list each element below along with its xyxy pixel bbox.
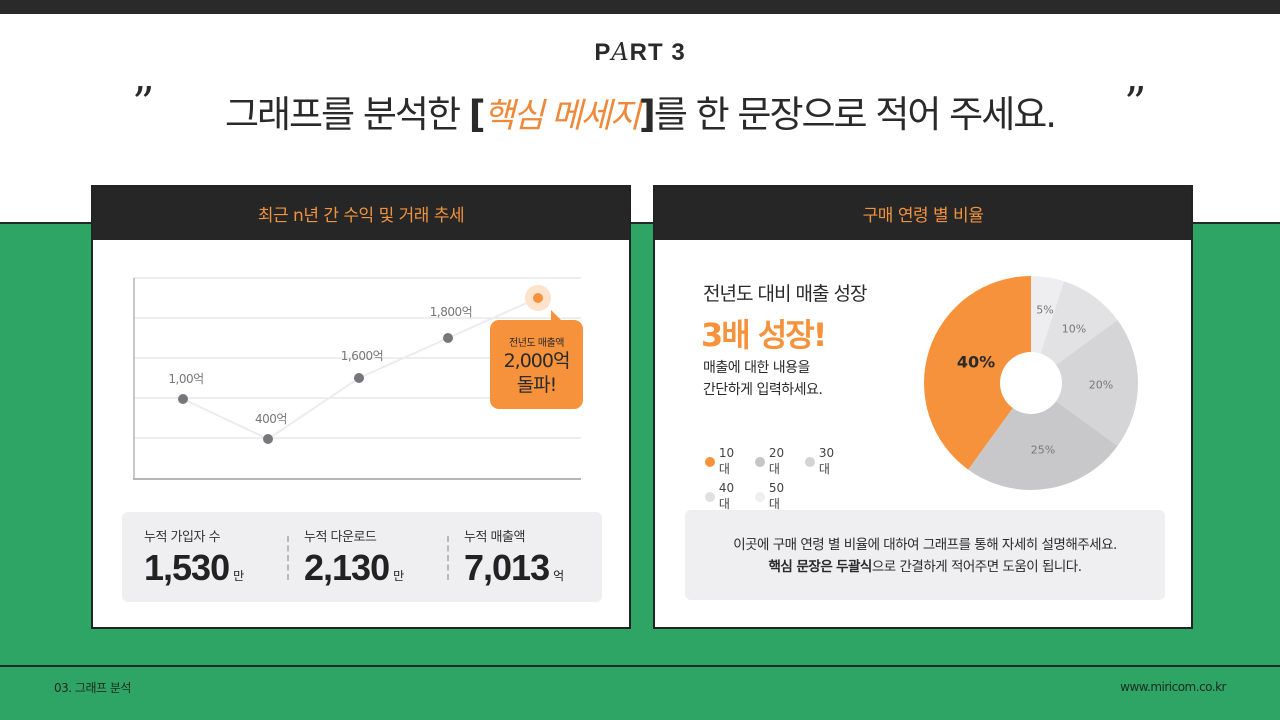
stat-value: 7,013: [464, 547, 550, 588]
stat-label: 누적 매출액: [464, 530, 525, 545]
bracket-close: ]: [638, 93, 656, 136]
age-ratio-card-header: 구매 연령 별 비율: [655, 187, 1191, 240]
point-label: 1,00억: [168, 372, 204, 386]
stat-signups: 누적 가입자 수 1,530 만: [122, 512, 282, 602]
legend-item-10s: 10대: [705, 446, 745, 477]
growth-desc-line: 간단하게 입력하세요.: [703, 382, 823, 398]
legend-label: 50대: [768, 481, 785, 511]
legend-swatch: [805, 456, 815, 467]
legend-item-30s: 30대: [805, 446, 845, 477]
footer-divider: [0, 665, 1280, 667]
legend-item-40s: 40대: [705, 481, 745, 512]
legend-label: 20대: [768, 446, 785, 476]
legend-label: 30대: [818, 446, 835, 476]
pie-legend: 10대 20대 30대 40대 50대: [705, 446, 865, 512]
note-bold: 핵심 문장은: [768, 559, 833, 575]
footer-website: www.miricom.co.kr: [1120, 680, 1226, 694]
callout-bubble: 전년도 매출액 2,000억 돌파!: [490, 310, 583, 409]
pie-label-25: 25%: [1030, 443, 1056, 457]
close-quote-mark: ”: [1124, 78, 1147, 129]
legend-swatch: [705, 491, 715, 502]
legend-item-20s: 20대: [755, 446, 795, 477]
open-quote-mark: ”: [132, 78, 155, 129]
bracket-open: [: [468, 93, 486, 136]
pie-label-40: 40%: [956, 352, 996, 372]
top-bar: [0, 0, 1280, 14]
legend-label: 40대: [718, 481, 735, 511]
growth-description: 매출에 대한 내용을 간단하게 입력하세요.: [703, 357, 823, 401]
revenue-trend-card: 최근 n년 간 수익 및 거래 추세 1,00억 400억 1,600억 1,8…: [91, 185, 631, 629]
part-label: PART 3: [0, 38, 1280, 67]
stats-panel: 누적 가입자 수 1,530 만 누적 다운로드 2,130 만 누적 매출액 7,…: [122, 512, 602, 602]
stat-downloads: 누적 다운로드 2,130 만: [282, 512, 442, 602]
part-script-a: A: [611, 38, 630, 66]
headline-after: 를 한 문장으로 적어 주세요.: [653, 93, 1057, 136]
pie-label-5: 5%: [1036, 303, 1054, 317]
revenue-trend-card-title: 최근 n년 간 수익 및 거래 추세: [257, 206, 465, 226]
point-label: 1,600억: [340, 349, 384, 363]
page-headline: 그래프를 분석한 [핵심 메세지]를 한 문장으로 적어 주세요.: [0, 84, 1280, 138]
growth-desc-line: 매출에 대한 내용을: [703, 360, 810, 376]
line-chart: 1,00억 400억 1,600억 1,800억: [133, 277, 583, 482]
line-chart-svg: [133, 277, 581, 480]
stat-unit: 만: [233, 569, 245, 583]
note-line: 이곳에 구매 연령 별 비율에 대하여 그래프를 통해 자세히 설명해주세요.: [733, 537, 1117, 553]
callout-value: 2,000억: [503, 350, 571, 372]
part-suffix: RT 3: [629, 39, 686, 66]
pie-label-20: 20%: [1088, 378, 1114, 392]
callout-suffix: 돌파!: [516, 374, 558, 396]
point-label: 400억: [255, 412, 287, 426]
pie-label-10: 10%: [1061, 322, 1087, 336]
legend-item-50s: 50대: [755, 481, 795, 512]
legend-label: 10대: [718, 446, 735, 476]
stat-label: 누적 다운로드: [304, 530, 377, 545]
note-line: 핵심 문장은 두괄식으로 간결하게 적어주면 도움이 됩니다.: [685, 556, 1165, 578]
stat-unit: 억: [553, 569, 565, 583]
footer-section-label: 03. 그래프 분석: [54, 681, 131, 695]
stat-unit: 만: [393, 569, 405, 583]
note-rest: 으로 간결하게 적어주면 도움이 됩니다.: [871, 559, 1082, 575]
point-label: 1,800억: [429, 305, 473, 319]
stat-label: 누적 가입자 수: [144, 530, 221, 545]
explanation-box: 이곳에 구매 연령 별 비율에 대하여 그래프를 통해 자세히 설명해주세요. …: [685, 510, 1165, 600]
callout-caption: 전년도 매출액: [509, 338, 564, 349]
stat-value: 2,130: [304, 547, 390, 588]
note-bold: 두괄식: [836, 559, 872, 575]
legend-swatch: [755, 491, 765, 502]
revenue-trend-card-header: 최근 n년 간 수익 및 거래 추세: [93, 187, 629, 240]
headline-highlight: 핵심 메세지: [483, 96, 641, 136]
legend-swatch: [705, 456, 715, 467]
headline-before: 그래프를 분석한: [224, 93, 469, 136]
growth-headline: 3배 성장!: [701, 316, 827, 354]
part-prefix: P: [594, 39, 612, 66]
stat-revenue: 누적 매출액 7,013 억: [442, 512, 602, 602]
growth-title: 전년도 대비 매출 성장: [703, 283, 867, 305]
age-ratio-card-title: 구매 연령 별 비율: [862, 206, 984, 226]
donut-chart-svg: [923, 276, 1139, 491]
age-ratio-card: 구매 연령 별 비율 전년도 대비 매출 성장 3배 성장! 매출에 대한 내용…: [653, 185, 1193, 629]
donut-chart: 5% 10% 20% 25% 40%: [921, 273, 1141, 493]
stat-value: 1,530: [144, 547, 230, 588]
legend-swatch: [755, 456, 765, 467]
